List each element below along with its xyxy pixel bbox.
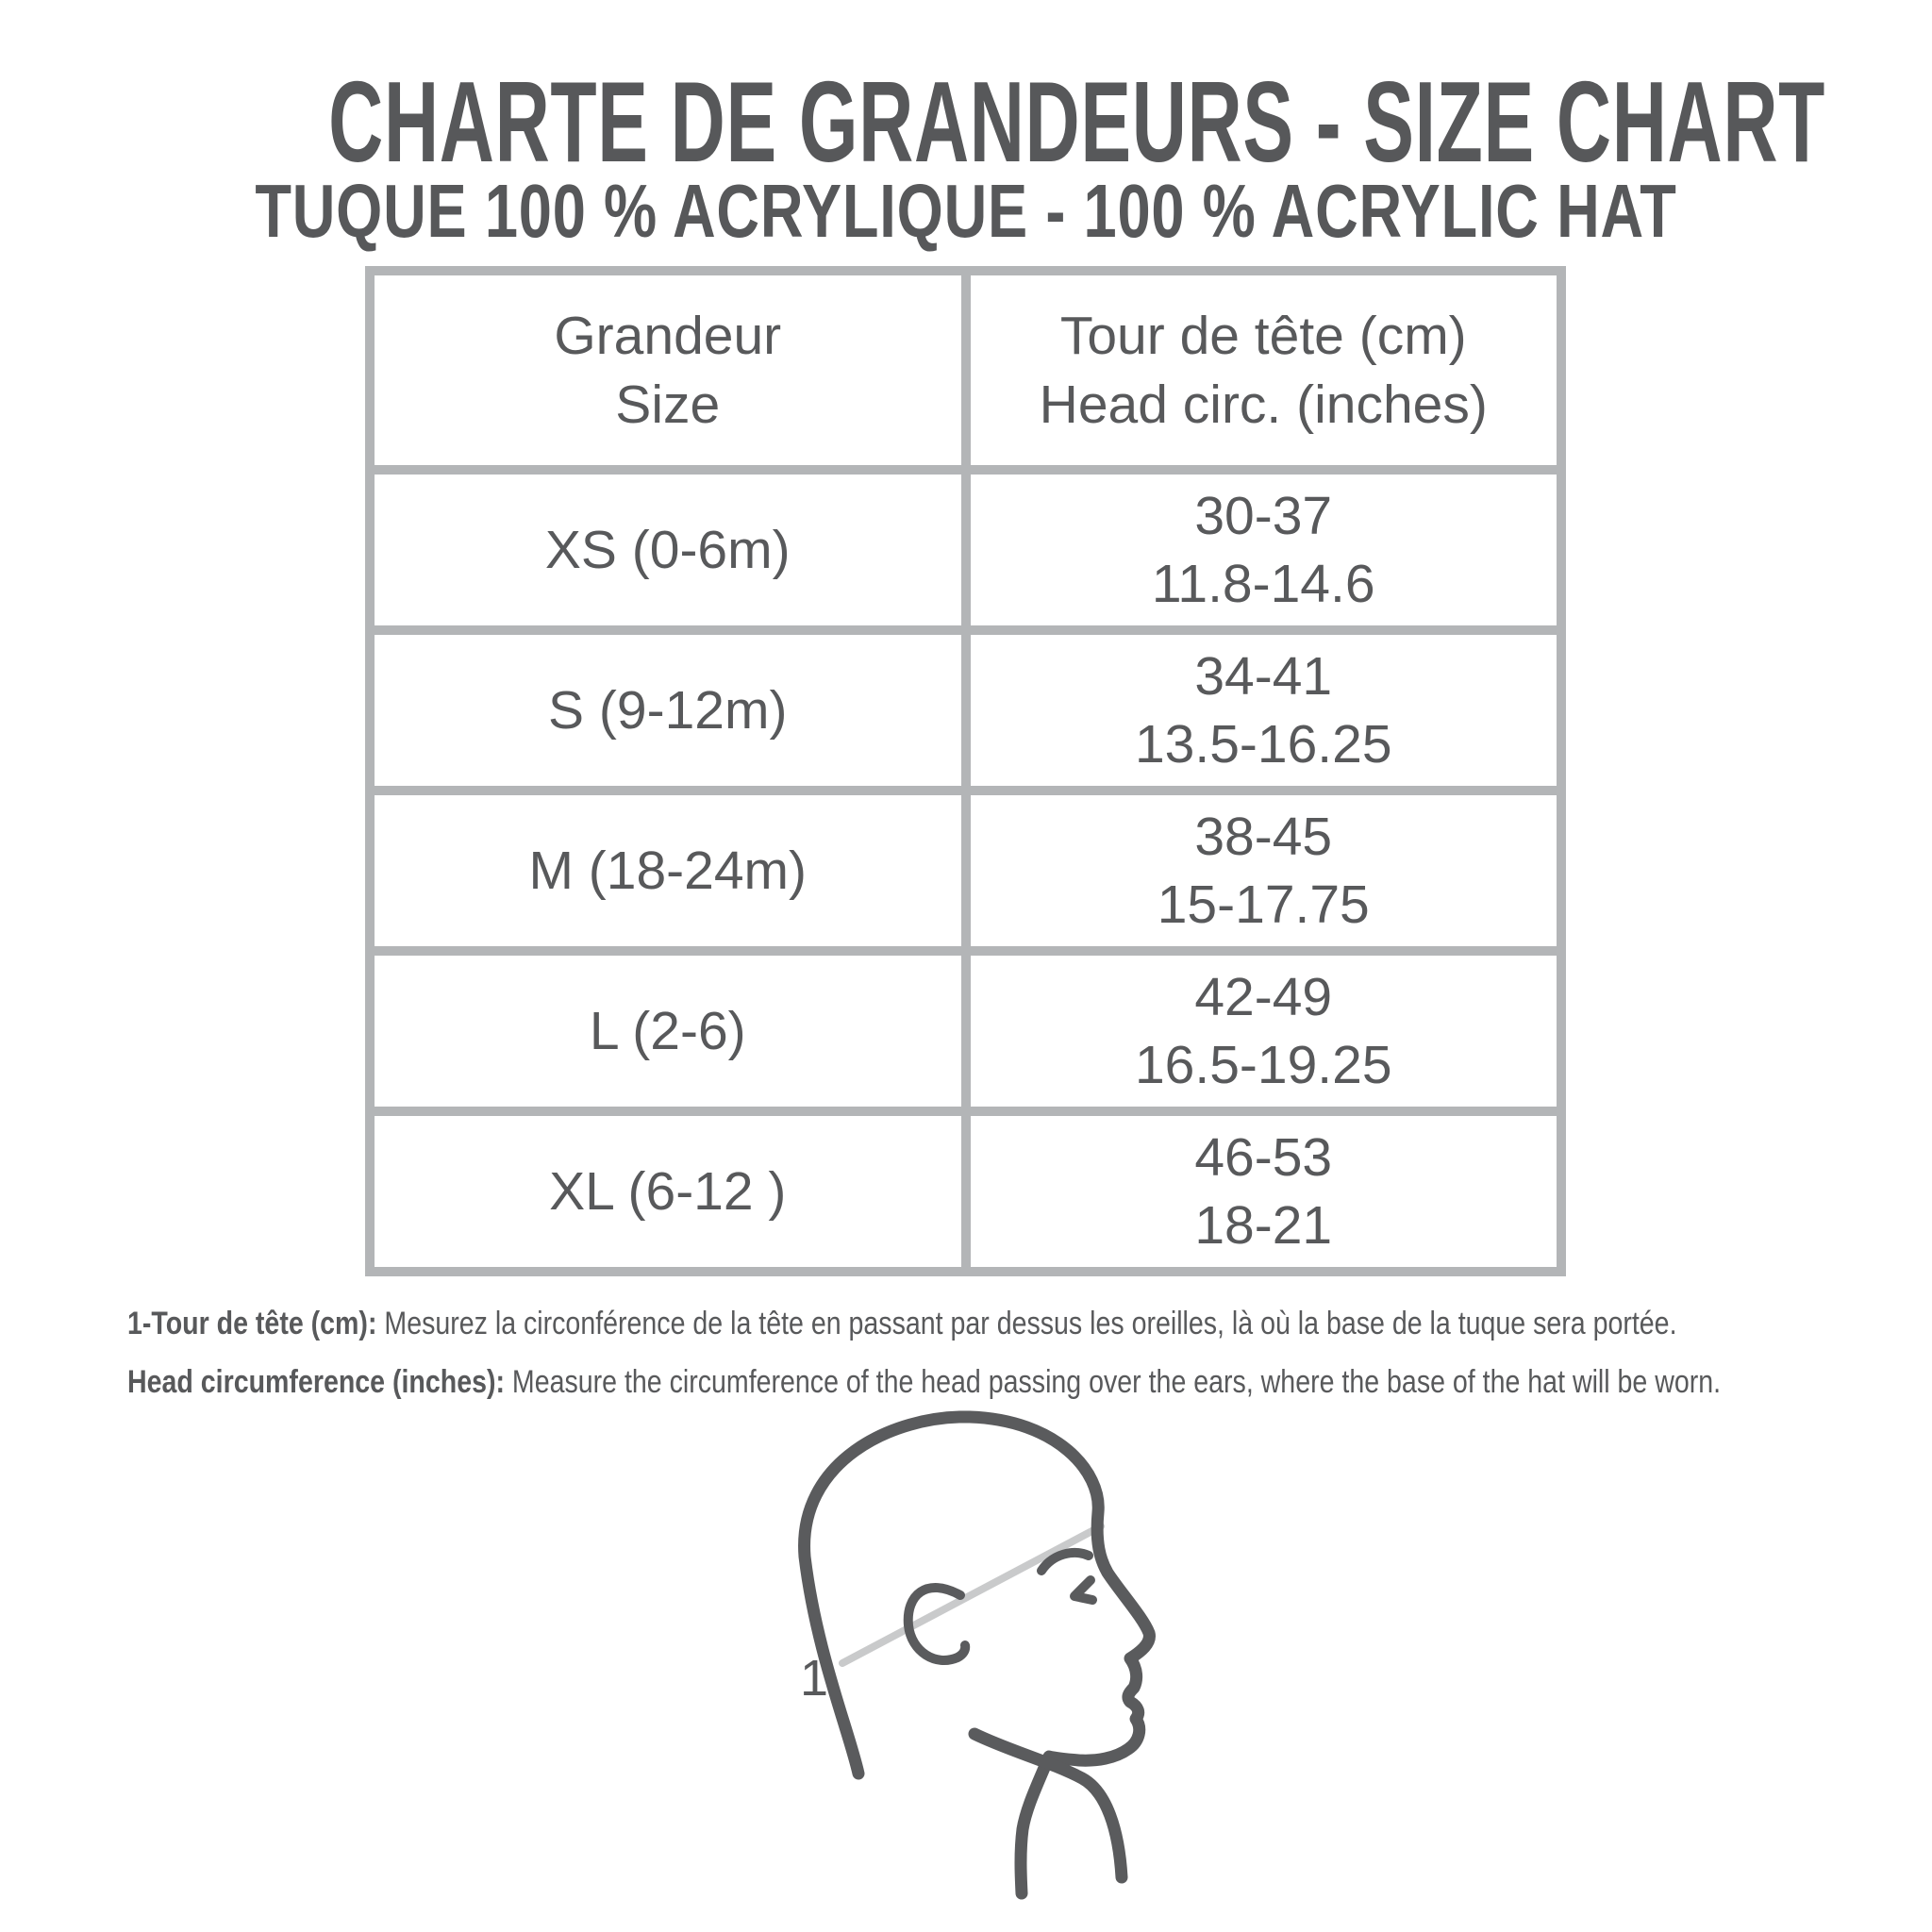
circumference-cell: 42-49 16.5-19.25 <box>960 946 1566 1116</box>
header-size-line2: Size <box>615 374 721 435</box>
measurement-line <box>839 1523 1105 1667</box>
header-circumference-line2: Head circ. (inches) <box>1039 374 1488 435</box>
circumference-cm: 30-37 <box>1194 485 1333 546</box>
circumference-cell: 30-37 11.8-14.6 <box>960 465 1566 635</box>
note-english-label: Head circumference (inches): <box>127 1364 505 1400</box>
measurement-notes: 1-Tour de tête (cm): Mesurez la circonfé… <box>127 1294 1825 1411</box>
circumference-cm: 46-53 <box>1194 1126 1333 1188</box>
circumference-cell: 46-53 18-21 <box>960 1107 1566 1276</box>
note-english: Head circumference (inches): Measure the… <box>127 1353 1721 1411</box>
measurement-label-1: 1 <box>800 1650 828 1707</box>
size-cell: M (18-24m) <box>365 786 971 956</box>
header-circumference-line1: Tour de tête (cm) <box>1059 306 1467 367</box>
circumference-cell: 38-45 15-17.75 <box>960 786 1566 956</box>
circumference-cm: 42-49 <box>1194 966 1333 1027</box>
header-size-line1: Grandeur <box>554 306 782 367</box>
table-row: L (2-6) 42-49 16.5-19.25 <box>365 946 1566 1116</box>
circumference-inches: 18-21 <box>1194 1195 1333 1256</box>
circumference-inches: 13.5-16.25 <box>1134 714 1392 774</box>
circumference-cm: 34-41 <box>1194 645 1333 707</box>
head-outline <box>798 1410 1156 1900</box>
size-cell: XL (6-12 ) <box>365 1107 971 1276</box>
circumference-inches: 11.8-14.6 <box>1151 554 1375 614</box>
shoulder-line <box>968 1727 1128 1884</box>
ear <box>903 1583 971 1665</box>
table-row: S (9-12m) 34-41 13.5-16.25 <box>365 625 1566 795</box>
eyebrow <box>1037 1548 1093 1575</box>
size-cell: S (9-12m) <box>365 625 971 795</box>
note-french-text: Mesurez la circonférence de la tête en p… <box>376 1306 1677 1341</box>
table-row: XS (0-6m) 30-37 11.8-14.6 <box>365 465 1566 635</box>
note-french-label: 1-Tour de tête (cm): <box>127 1306 377 1341</box>
circumference-cm: 38-45 <box>1194 806 1333 867</box>
table-row: XL (6-12 ) 46-53 18-21 <box>365 1107 1566 1276</box>
page-title: CHARTE DE GRANDEURS - SIZE CHART <box>328 58 1825 186</box>
circumference-cell: 34-41 13.5-16.25 <box>960 625 1566 795</box>
size-table: Grandeur Size Tour de tête (cm) Head cir… <box>365 266 1566 1276</box>
page-subtitle: TUQUE 100 % ACRYLIQUE - 100 % ACRYLIC HA… <box>255 169 1677 253</box>
table-row: M (18-24m) 38-45 15-17.75 <box>365 786 1566 956</box>
table-header-row: Grandeur Size Tour de tête (cm) Head cir… <box>365 266 1566 475</box>
eye <box>1070 1575 1097 1605</box>
size-cell: L (2-6) <box>365 946 971 1116</box>
circumference-inches: 15-17.75 <box>1157 874 1370 935</box>
head-measurement-diagram: 1 <box>798 1410 1156 1900</box>
size-cell: XS (0-6m) <box>365 465 971 635</box>
note-french: 1-Tour de tête (cm): Mesurez la circonfé… <box>127 1294 1677 1353</box>
header-circumference: Tour de tête (cm) Head circ. (inches) <box>960 266 1566 475</box>
circumference-inches: 16.5-19.25 <box>1134 1035 1392 1095</box>
note-english-text: Measure the circumference of the head pa… <box>504 1364 1722 1400</box>
header-size: Grandeur Size <box>365 266 971 475</box>
